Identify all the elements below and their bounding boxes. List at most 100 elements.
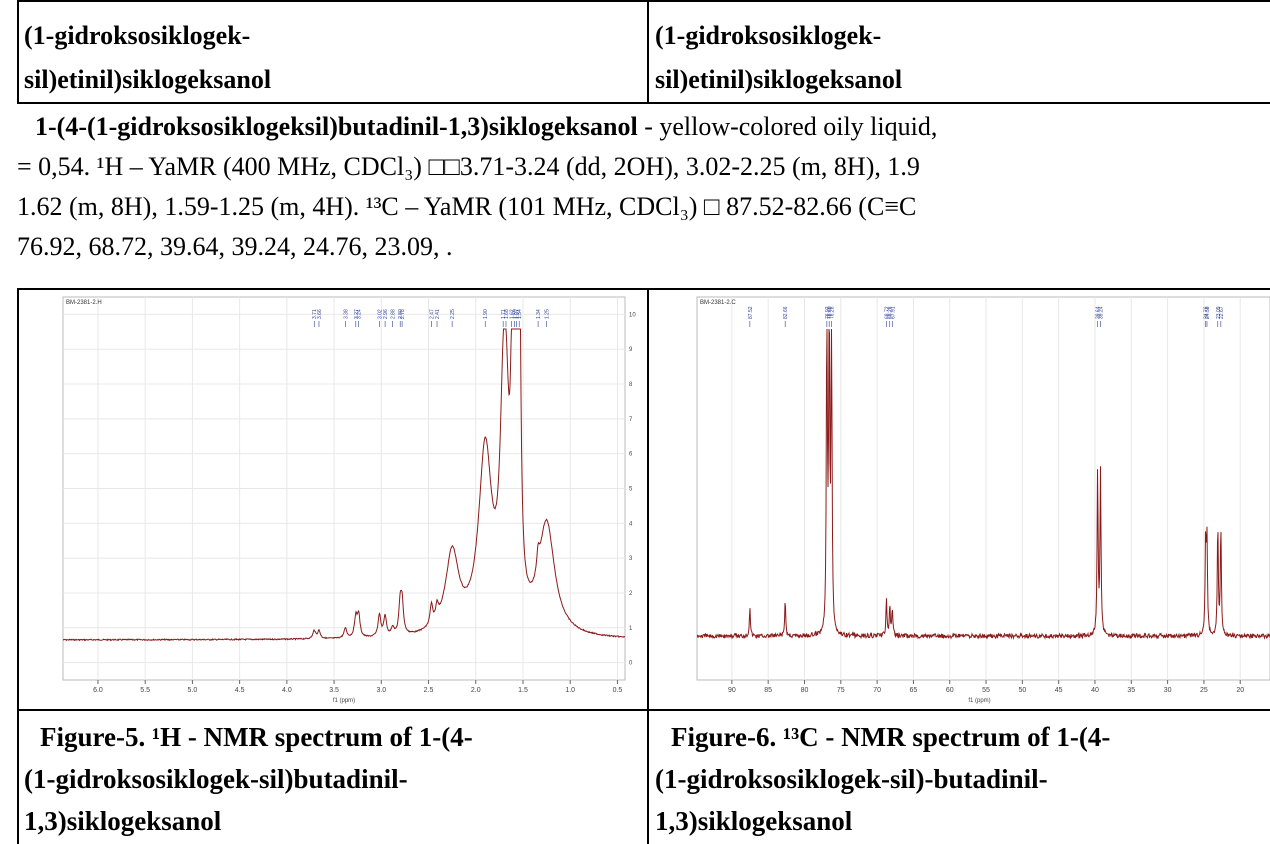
x-tick-label: 0.5 xyxy=(613,687,623,694)
peak-label: 24.76 xyxy=(1204,306,1210,319)
y-tick-label: 0 xyxy=(629,661,633,667)
cell-text: sil)etinil)siklogeksanol xyxy=(655,65,903,94)
peak-label: 2.41 xyxy=(435,309,441,319)
peak-label: 23.09 xyxy=(1216,306,1222,319)
peak-label: 39.24 xyxy=(1098,306,1104,319)
cell-text: (1-gidroksosiklogek- xyxy=(24,21,251,50)
x-tick-label: 4.5 xyxy=(235,687,245,694)
paragraph-line: 1.62 (m, 8H), 1.59-1.25 (m, 4H). ¹³C – Y… xyxy=(17,192,917,221)
peak-label: 2.88 xyxy=(391,309,397,319)
x-tick-label: 35 xyxy=(1127,687,1135,694)
peak-label: 3.38 xyxy=(343,309,349,319)
caption-line: 1,3)siklogeksanol xyxy=(24,806,222,836)
paragraph-line: = 0,54. ¹H – YaMR (400 MHz, CDCl₃) □□3.7… xyxy=(17,152,920,181)
x-tick-label: 1.0 xyxy=(565,687,575,694)
x-tick-label: 25 xyxy=(1200,687,1208,694)
x-tick-label: 4.0 xyxy=(282,687,292,694)
x-tick-label: 3.5 xyxy=(329,687,339,694)
peak-label: 2.80 xyxy=(398,309,404,319)
y-tick-label: 2 xyxy=(629,591,633,597)
peak-label: 1.62 xyxy=(510,309,516,319)
y-tick-label: 3 xyxy=(629,556,633,562)
peak-label: 1.68 xyxy=(504,309,510,319)
x-tick-label: 3.0 xyxy=(376,687,386,694)
peak-label: 68.26 xyxy=(888,306,894,319)
spectrum: 90 85 80 75 70 65 60 55 50 45 40 35 30 25 20 f1 (ppm) BM… xyxy=(696,296,1270,704)
rule xyxy=(17,0,1270,2)
caption-line: 1,3)siklogeksanol xyxy=(655,806,853,836)
peak-label: 2.78 xyxy=(400,309,406,319)
plot-frame xyxy=(696,296,1270,681)
peak-label: 3.02 xyxy=(377,309,383,319)
peak-label: 1.71 xyxy=(501,309,507,319)
caption-line: (1-gidroksosiklogek-sil)butadinil- xyxy=(24,764,408,794)
x-tick-label: 80 xyxy=(801,687,809,694)
peak-label: 1.54 xyxy=(517,309,523,319)
peak-label: 3.66 xyxy=(317,309,323,319)
peak-label: 87.52 xyxy=(748,306,754,319)
caption-line: Figure-6. ¹³C - NMR spectrum of 1-(4- xyxy=(671,722,1111,752)
x-tick-label: 70 xyxy=(873,687,881,694)
y-tick-label: 10 xyxy=(629,312,636,318)
rule xyxy=(17,102,1270,104)
sample-label: BM-2381-2.H xyxy=(66,300,102,306)
cell-text: sil)etinil)siklogeksanol xyxy=(24,65,272,94)
spectrum-trace xyxy=(697,328,1270,640)
peak-label: 1.59 xyxy=(512,309,518,319)
peak-label: 22.67 xyxy=(1219,306,1225,319)
caption-line: (1-gidroksosiklogek-sil)-butadinil- xyxy=(655,764,1048,794)
peak-label: 1.34 xyxy=(536,309,542,319)
compound-name: 1-(4-(1-gidroksosiklogeksil)butadinil-1,… xyxy=(35,112,638,141)
peak-label: 1.57 xyxy=(514,309,520,319)
rule xyxy=(647,0,649,104)
peak-label: 3.27 xyxy=(354,309,360,319)
x-tick-label: 5.5 xyxy=(140,687,150,694)
peak-label: 82.66 xyxy=(783,306,789,319)
x-tick-label: 30 xyxy=(1164,687,1172,694)
x-tick-label: 65 xyxy=(910,687,918,694)
sample-label: BM-2381-2.C xyxy=(700,300,736,306)
peak-label: 1.25 xyxy=(545,309,551,319)
peak-label: 1.90 xyxy=(483,309,489,319)
peak-label: 76.60 xyxy=(827,306,833,319)
y-tick-label: 7 xyxy=(629,417,633,423)
caption-line: Figure-5. ¹H - NMR spectrum of 1-(4- xyxy=(40,722,473,752)
spectrum: 6.0 5.5 5.0 4.5 4.0 3.5 3.0 2.5 2.0 1.5 1.0 0.5 f1 (… xyxy=(62,296,636,704)
x-tick-label: 50 xyxy=(1018,687,1026,694)
x-tick-label: 90 xyxy=(728,687,736,694)
x-tick-label: 40 xyxy=(1091,687,1099,694)
text: - yellow-colored oily liquid, xyxy=(637,112,938,141)
x-tick-label: 45 xyxy=(1055,687,1063,694)
paragraph-line: 1-(4-(1-gidroksosiklogeksil)butadinil-1,… xyxy=(17,107,1270,147)
cell-text: (1-gidroksosiklogek- xyxy=(655,21,882,50)
peak-label: 2.25 xyxy=(450,309,456,319)
paragraph-line: 76.92, 68.72, 39.64, 39.24, 24.76, 23.09… xyxy=(17,232,453,261)
x-tick-label: 55 xyxy=(982,687,990,694)
x-tick-label: 60 xyxy=(946,687,954,694)
peak-label: 68.72 xyxy=(884,306,890,319)
peak-label: 67.91 xyxy=(890,306,896,319)
spectrum-trace xyxy=(63,328,625,642)
peak-label: 24.58 xyxy=(1205,306,1211,319)
y-tick-label: 5 xyxy=(629,487,633,493)
x-tick-label: 5.0 xyxy=(188,687,198,694)
y-tick-label: 1 xyxy=(629,626,633,632)
y-tick-label: 8 xyxy=(629,382,633,388)
x-tick-label: 1.5 xyxy=(518,687,528,694)
peak-label: 3.24 xyxy=(357,309,363,319)
peak-label: 3.71 xyxy=(312,309,318,319)
peak-label: 2.47 xyxy=(429,309,435,319)
x-axis-label: f1 (ppm) xyxy=(333,698,355,704)
y-tick-label: 4 xyxy=(629,521,633,527)
x-axis-label: f1 (ppm) xyxy=(968,698,990,704)
x-tick-label: 2.5 xyxy=(424,687,434,694)
peak-label: 76.28 xyxy=(829,306,835,319)
x-tick-label: 85 xyxy=(764,687,772,694)
rule xyxy=(17,0,19,104)
x-tick-label: 75 xyxy=(837,687,845,694)
y-tick-label: 9 xyxy=(629,347,633,353)
x-tick-label: 2.0 xyxy=(471,687,481,694)
peak-label: 39.64 xyxy=(1096,306,1102,319)
